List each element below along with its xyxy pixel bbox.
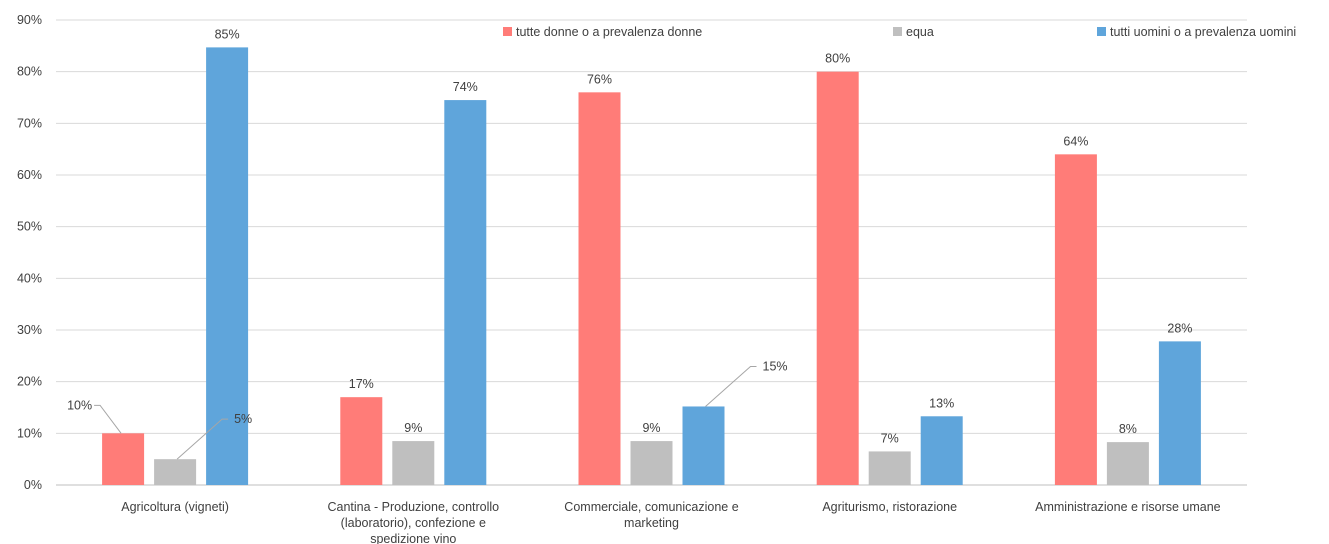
y-tick-label: 10% (17, 426, 42, 440)
y-tick-label: 20% (17, 375, 42, 389)
legend-label: tutti uomini o a prevalenza uomini (1110, 25, 1296, 39)
leader-lines (94, 365, 757, 460)
data-label: 9% (642, 421, 660, 435)
data-label: 76% (587, 72, 612, 86)
data-label: 64% (1063, 134, 1088, 148)
y-tick-label: 0% (24, 478, 42, 492)
data-labels: 10% 17% 76% 80% 64% 5% 9% 9% 7% 8% 85% 74% 15% 13% 28% (67, 27, 1192, 445)
legend-label: equa (906, 25, 934, 39)
leader-line (705, 365, 757, 407)
bar (816, 71, 859, 486)
category-label: Agricoltura (vigneti) (121, 500, 229, 514)
data-label: 15% (763, 359, 788, 373)
legend-swatch (893, 27, 902, 36)
bar (206, 47, 249, 486)
legend: tutte donne o a prevalenza donne equa tutt… (503, 25, 1296, 39)
bar (868, 451, 911, 485)
y-tick-label: 80% (17, 65, 42, 79)
y-tick-label: 70% (17, 116, 42, 130)
y-tick-label: 50% (17, 220, 42, 234)
legend-swatch (1097, 27, 1106, 36)
data-label: 74% (453, 80, 478, 94)
y-axis: 0% 10% 20% 30% 40% 50% 60% 70% 80% 90% (17, 13, 42, 492)
category-label: Cantina - Produzione, controllo (327, 500, 499, 514)
data-label: 17% (349, 377, 374, 391)
bar (1158, 341, 1201, 485)
legend-swatch (503, 27, 512, 36)
bar (102, 433, 145, 485)
bar (1106, 442, 1149, 485)
category-label: marketing (624, 516, 679, 530)
category-label: Commerciale, comunicazione e (564, 500, 738, 514)
y-tick-label: 60% (17, 168, 42, 182)
data-label: 8% (1119, 422, 1137, 436)
bar (444, 100, 487, 485)
y-tick-label: 30% (17, 323, 42, 337)
bar (578, 92, 621, 485)
bar (920, 416, 963, 485)
data-label: 13% (929, 396, 954, 410)
data-label: 5% (234, 412, 252, 426)
data-label: 7% (881, 431, 899, 445)
category-label: Agriturismo, ristorazione (822, 500, 957, 514)
data-label: 9% (404, 421, 422, 435)
bar (630, 441, 673, 485)
bars (102, 47, 1201, 486)
y-tick-label: 90% (17, 13, 42, 27)
category-label: Amministrazione e risorse umane (1035, 500, 1221, 514)
data-label: 85% (215, 27, 240, 41)
bar (392, 441, 435, 485)
data-label: 80% (825, 52, 850, 66)
legend-label: tutte donne o a prevalenza donne (516, 25, 702, 39)
data-label: 10% (67, 398, 92, 412)
bar (154, 459, 197, 485)
bar (1054, 154, 1097, 486)
category-label: (laboratorio), confezione e (341, 516, 486, 530)
leader-line (94, 404, 122, 434)
x-axis: Agricoltura (vigneti) Cantina - Produzion… (121, 500, 1220, 544)
bar (682, 406, 725, 485)
category-label: spedizione vino (370, 532, 456, 544)
data-label: 28% (1167, 321, 1192, 335)
leader-line (176, 418, 229, 460)
bar (340, 397, 383, 485)
y-tick-label: 40% (17, 271, 42, 285)
gridlines (56, 19, 1247, 486)
